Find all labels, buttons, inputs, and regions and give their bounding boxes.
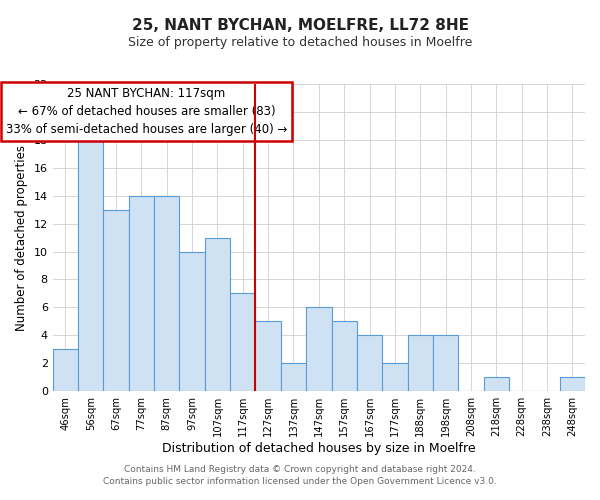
Bar	[179, 252, 205, 391]
Bar	[256, 322, 281, 391]
Y-axis label: Number of detached properties: Number of detached properties	[15, 144, 28, 330]
Bar	[129, 196, 154, 391]
Bar	[103, 210, 129, 391]
Bar	[407, 336, 433, 391]
Bar	[484, 377, 509, 391]
Bar	[357, 336, 382, 391]
Bar	[154, 196, 179, 391]
Bar	[560, 377, 585, 391]
Text: 25, NANT BYCHAN, MOELFRE, LL72 8HE: 25, NANT BYCHAN, MOELFRE, LL72 8HE	[131, 18, 469, 32]
Text: Size of property relative to detached houses in Moelfre: Size of property relative to detached ho…	[128, 36, 472, 49]
Bar	[433, 336, 458, 391]
Bar	[382, 364, 407, 391]
Text: Contains HM Land Registry data © Crown copyright and database right 2024.
Contai: Contains HM Land Registry data © Crown c…	[103, 464, 497, 486]
Bar	[306, 308, 332, 391]
Bar	[230, 294, 256, 391]
Text: 25 NANT BYCHAN: 117sqm
← 67% of detached houses are smaller (83)
33% of semi-det: 25 NANT BYCHAN: 117sqm ← 67% of detached…	[6, 87, 287, 136]
Bar	[78, 140, 103, 391]
Bar	[332, 322, 357, 391]
Bar	[281, 364, 306, 391]
X-axis label: Distribution of detached houses by size in Moelfre: Distribution of detached houses by size …	[162, 442, 476, 455]
Bar	[205, 238, 230, 391]
Bar	[53, 350, 78, 391]
